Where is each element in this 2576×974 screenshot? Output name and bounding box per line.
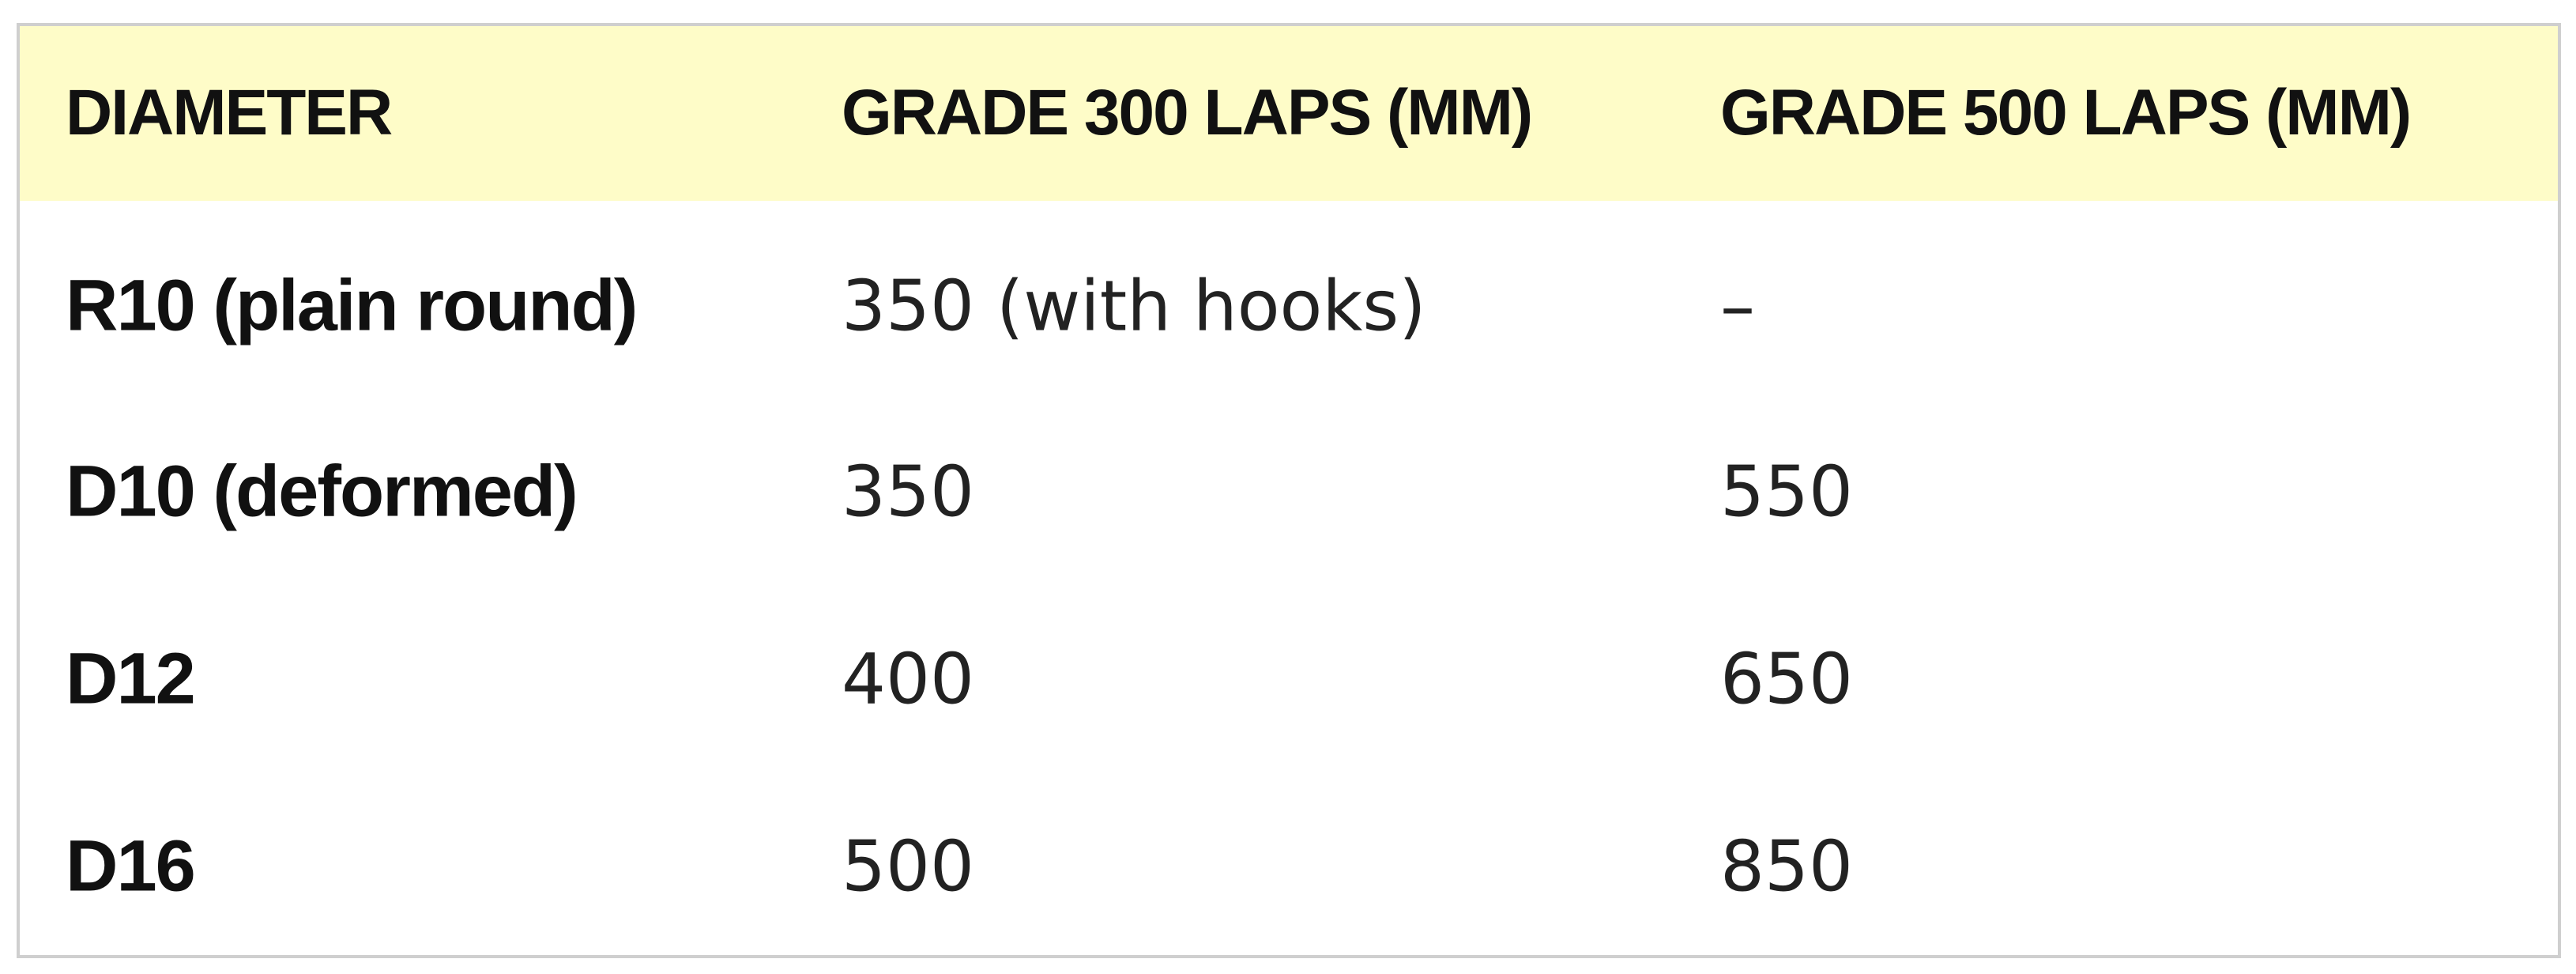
row-label: D16 xyxy=(66,825,196,907)
column-header: GRADE 500 LAPS (MM) xyxy=(1720,77,2412,149)
cell-value: 350 (with hooks) xyxy=(842,265,1426,347)
column-header: DIAMETER xyxy=(66,77,393,149)
table-header xyxy=(20,26,2558,201)
cell-value: 400 xyxy=(842,638,974,720)
row-label: R10 (plain round) xyxy=(66,265,638,346)
cell-value: 650 xyxy=(1720,638,1853,720)
row-label: D10 (deformed) xyxy=(66,451,578,532)
row-label: D12 xyxy=(66,638,196,719)
cell-value: – xyxy=(1720,265,1755,347)
column-header: GRADE 300 LAPS (MM) xyxy=(842,77,1533,149)
cell-value: 550 xyxy=(1720,451,1853,533)
cell-value: 350 xyxy=(842,451,974,533)
cell-value: 500 xyxy=(842,825,974,908)
table: DIAMETER GRADE 300 LAPS (MM) GRADE 500 LAP… xyxy=(17,23,2561,958)
cell-value: 850 xyxy=(1720,825,1853,908)
